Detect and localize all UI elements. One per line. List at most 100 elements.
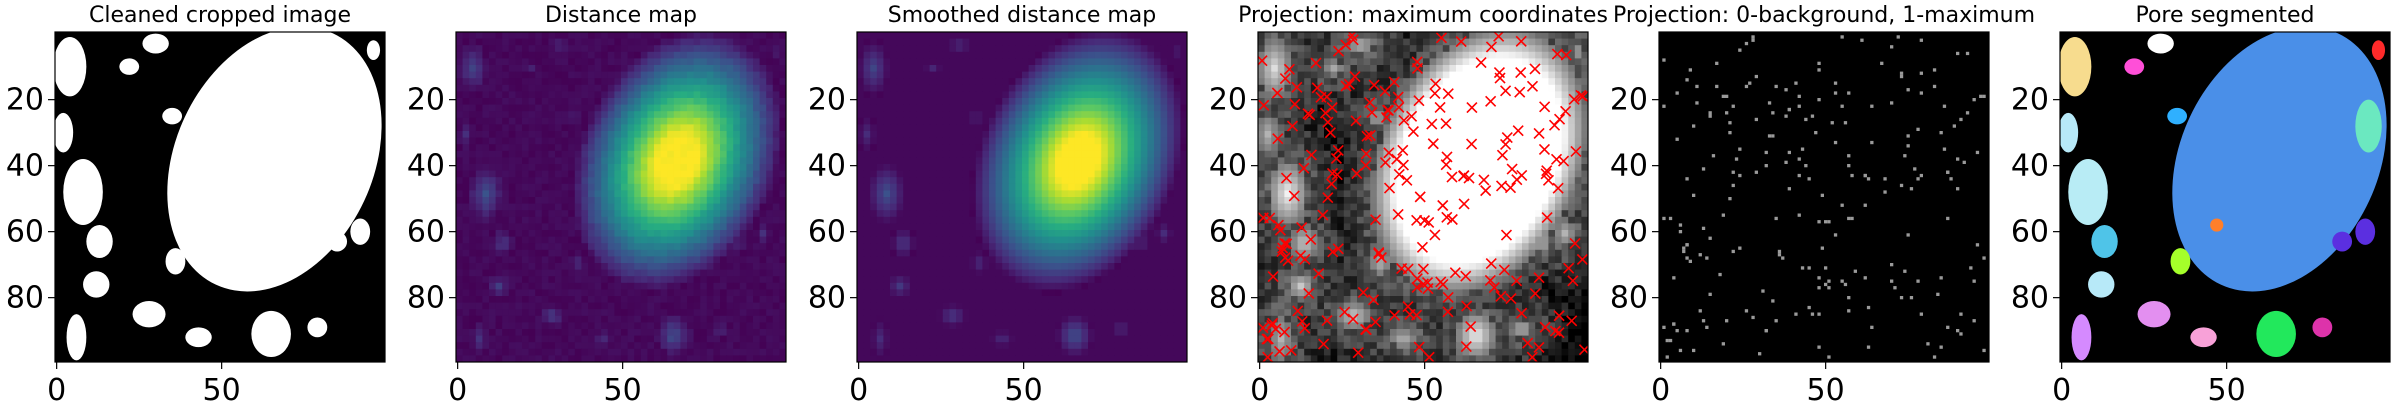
pixel <box>936 157 944 165</box>
pixel <box>1022 335 1030 343</box>
pixel <box>574 45 582 53</box>
pixel <box>528 230 536 238</box>
pixel <box>876 223 884 231</box>
pixel <box>936 131 944 139</box>
pixel <box>601 150 609 158</box>
pixel <box>1088 243 1096 251</box>
pixel <box>594 282 602 290</box>
pixel <box>680 203 688 211</box>
pixel <box>863 91 871 99</box>
pixel <box>475 348 483 356</box>
pixel <box>1061 230 1069 238</box>
pixel <box>1101 329 1109 337</box>
pixel <box>909 269 917 277</box>
pixel <box>1048 144 1056 152</box>
pixel <box>660 117 668 125</box>
pixel <box>1048 197 1056 205</box>
pixel <box>1101 282 1109 290</box>
pixel <box>989 157 997 165</box>
pixel <box>733 104 741 112</box>
pixel <box>929 302 937 310</box>
pixel <box>515 309 523 317</box>
pixel <box>654 51 662 59</box>
pixel <box>863 263 871 271</box>
pixel <box>1041 71 1049 79</box>
pixel <box>1094 296 1102 304</box>
pixel <box>1002 91 1010 99</box>
pixel <box>975 98 983 106</box>
pixel <box>1101 117 1109 125</box>
pixel <box>568 276 576 284</box>
pixel <box>462 216 470 224</box>
pixel <box>956 131 964 139</box>
pixel <box>720 38 728 46</box>
pixel <box>1134 230 1142 238</box>
pixel <box>1088 190 1096 198</box>
pixel <box>469 276 477 284</box>
pixel <box>1140 111 1148 119</box>
pixel <box>462 84 470 92</box>
pixel <box>687 78 695 86</box>
pixel <box>1160 111 1168 119</box>
pixel <box>614 51 622 59</box>
pixel <box>870 329 878 337</box>
pixel <box>982 348 990 356</box>
pixel <box>903 348 911 356</box>
pixel <box>1094 216 1102 224</box>
pixel <box>654 269 662 277</box>
pixel <box>733 164 741 172</box>
pixel <box>863 98 871 106</box>
pixel <box>1008 170 1016 178</box>
pixel <box>528 329 536 337</box>
pixel <box>923 216 931 224</box>
pixel <box>594 296 602 304</box>
pixel <box>528 65 536 73</box>
pixel <box>1101 124 1109 132</box>
pixel <box>969 164 977 172</box>
pixel <box>601 289 609 297</box>
pixel <box>469 137 477 145</box>
pixel <box>739 203 747 211</box>
pixel <box>1127 71 1135 79</box>
pixel <box>594 51 602 59</box>
pixel <box>535 315 543 323</box>
pixel <box>916 197 924 205</box>
pixel <box>568 302 576 310</box>
pixel <box>489 236 497 244</box>
pixel <box>733 84 741 92</box>
pixel <box>489 144 497 152</box>
pixel <box>607 282 615 290</box>
pixel <box>522 157 530 165</box>
pixel <box>614 263 622 271</box>
pixel <box>975 263 983 271</box>
pixel <box>1154 329 1162 337</box>
pixel <box>660 223 668 231</box>
pixel <box>667 322 675 330</box>
pixel <box>949 150 957 158</box>
pixel <box>870 315 878 323</box>
pixel <box>759 203 767 211</box>
pixel <box>640 216 648 224</box>
pixel <box>995 157 1003 165</box>
pixel <box>475 322 483 330</box>
pixel <box>1022 329 1030 337</box>
pixel <box>1134 329 1142 337</box>
pixel <box>1028 91 1036 99</box>
pixel <box>962 58 970 66</box>
pixel <box>508 137 516 145</box>
pixel <box>1107 98 1115 106</box>
pixel <box>700 58 708 66</box>
pixel <box>607 322 615 330</box>
pixel <box>541 197 549 205</box>
pixel <box>936 230 944 238</box>
pixel <box>956 236 964 244</box>
pixel <box>1160 71 1168 79</box>
pixel <box>929 78 937 86</box>
pixel <box>601 71 609 79</box>
pixel <box>726 91 734 99</box>
pixel <box>528 289 536 297</box>
pixel <box>962 243 970 251</box>
pixel <box>949 84 957 92</box>
pixel <box>1154 269 1162 277</box>
pixel <box>555 117 563 125</box>
